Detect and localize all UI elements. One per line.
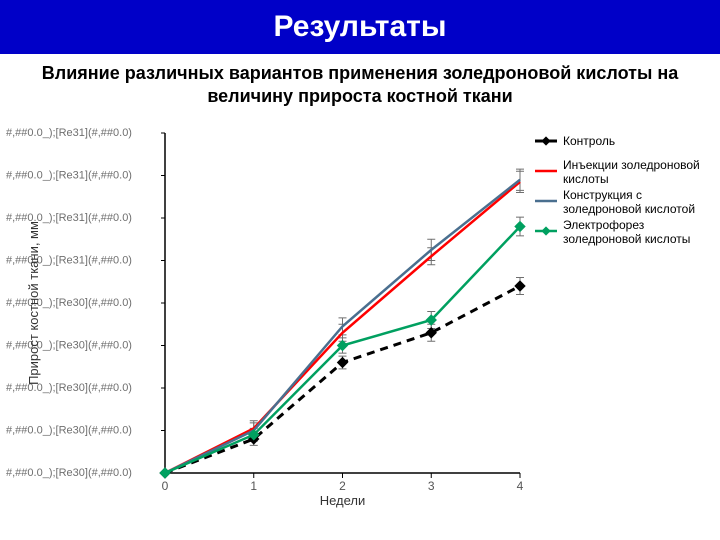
y-tick-label: #,##0.0_);[Re31](#,##0.0) <box>6 127 132 139</box>
y-tick-label: #,##0.0_);[Re31](#,##0.0) <box>6 212 132 224</box>
y-tick-label: #,##0.0_);[Re30](#,##0.0) <box>6 339 132 351</box>
x-axis-label: Недели <box>320 493 366 508</box>
legend-label-injection: Инъекции золедроновой <box>563 158 700 172</box>
line-chart: #,##0.0_);[Re30](#,##0.0) #,##0.0_);[Re30… <box>0 113 720 523</box>
y-tick-label: #,##0.0_);[Re30](#,##0.0) <box>6 382 132 394</box>
y-tick-label: #,##0.0_);[Re31](#,##0.0) <box>6 169 132 181</box>
chart-container: #,##0.0_);[Re30](#,##0.0) #,##0.0_);[Re30… <box>0 113 720 533</box>
y-tick-label: #,##0.0_);[Re30](#,##0.0) <box>6 467 132 479</box>
legend-label-construct: Конструкция с <box>563 188 642 202</box>
legend-label-electro: золедроновой кислоты <box>563 232 690 246</box>
x-tick-label: 1 <box>250 479 257 493</box>
page-title: Результаты <box>274 10 447 44</box>
legend-label-injection: кислоты <box>563 172 609 186</box>
y-tick-label: #,##0.0_);[Re31](#,##0.0) <box>6 254 132 266</box>
legend-label-control: Контроль <box>563 134 615 148</box>
x-tick-label: 2 <box>339 479 346 493</box>
y-axis-label: Прирост костной ткани, мм <box>26 221 41 385</box>
x-tick-label: 4 <box>517 479 524 493</box>
legend-label-electro: Электрофорез <box>563 218 645 232</box>
y-tick-label: #,##0.0_);[Re30](#,##0.0) <box>6 297 132 309</box>
y-tick-label: #,##0.0_);[Re30](#,##0.0) <box>6 424 132 436</box>
chart-title: Влияние различных вариантов применения з… <box>20 62 700 107</box>
legend-label-construct: золедроновой кислотой <box>563 202 695 216</box>
x-tick-label: 0 <box>162 479 169 493</box>
x-tick-label: 3 <box>428 479 435 493</box>
header-banner: Результаты <box>0 0 720 54</box>
